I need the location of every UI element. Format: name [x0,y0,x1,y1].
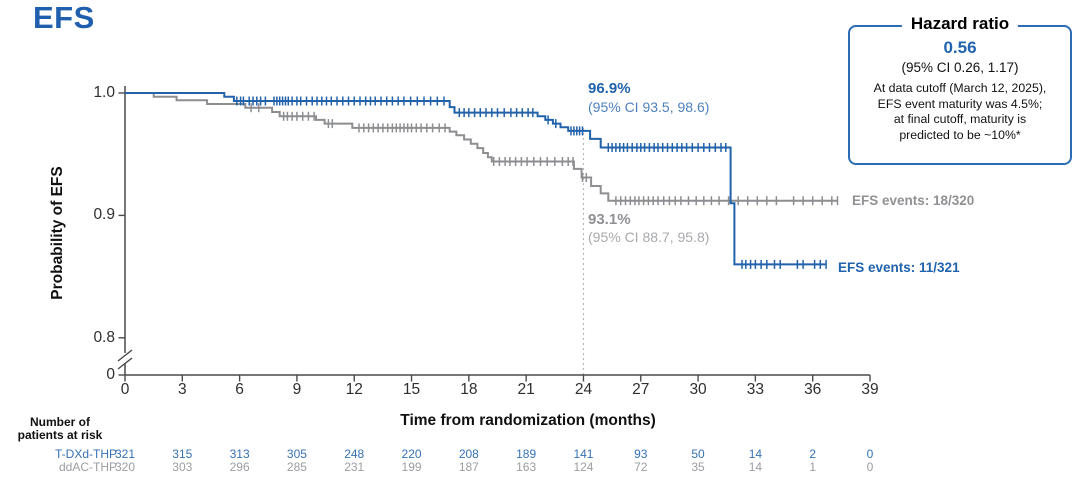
x-tick-label: 27 [632,381,650,398]
y-tick-label: 0.8 [93,328,115,346]
ddac-24mo-percent: 93.1% [588,211,631,228]
x-tick-label: 21 [517,381,535,398]
at-risk-count: 0 [866,447,874,461]
maturity-note-line: at final cutoff, maturity is [893,112,1027,126]
at-risk-count: 285 [286,460,307,474]
maturity-note-line: EFS event maturity was 4.5%; [877,96,1043,111]
at-risk-count: 208 [458,447,479,461]
x-tick-label: 9 [292,381,302,398]
hazard-ratio-box-title: Hazard ratio [901,14,1019,34]
x-tick-label: 15 [402,381,421,398]
at-risk-count: 321 [114,447,136,461]
tdxd-events-label: EFS events: 11/321 [838,260,960,275]
km-curve-ddAC-THP [125,92,838,202]
at-risk-count: 72 [634,460,648,474]
maturity-note-line: predicted to be ~10%* [899,127,1021,142]
at-risk-count: 14 [748,447,763,461]
at-risk-count: 231 [344,460,365,474]
at-risk-count: 303 [172,460,193,474]
at-risk-count: 1 [809,460,817,474]
hazard-ratio-value: 0.56 [943,38,977,57]
y-tick-label: 1.0 [93,84,115,101]
x-tick-label: 12 [345,381,363,398]
at-risk-count: 296 [229,460,250,474]
x-tick-label: 33 [746,381,764,398]
x-tick-label: 0 [120,381,130,398]
at-risk-count: 163 [516,460,537,474]
ddac-events-label: EFS events: 18/320 [852,193,975,208]
x-tick-label: 39 [861,381,879,398]
at-risk-row-label-ddac: ddAC-THP [58,460,117,474]
hazard-ratio-ci: (95% CI 0.26, 1.17) [901,60,1019,75]
x-tick-label: 36 [804,381,822,398]
x-axis-title: Time from randomization (months) [400,412,656,429]
tdxd-24mo-percent: 96.9% [588,80,631,97]
x-tick-label: 3 [177,381,187,398]
at-risk-count: 0 [866,460,874,474]
at-risk-count: 305 [286,447,307,461]
x-tick-label: 18 [460,381,478,398]
at-risk-count: 220 [401,447,422,461]
x-tick-label: 6 [235,381,244,398]
at-risk-row-label-tdxd: T-DXd-THP [54,447,117,461]
y-tick-label: 0.9 [93,206,115,224]
at-risk-header-line1: Number of [29,415,90,429]
at-risk-count: 248 [344,447,365,461]
x-tick-label: 24 [574,381,593,398]
at-risk-count: 189 [516,447,537,461]
axis-break-slash [117,349,133,362]
maturity-note: At data cutoff (March 12, 2025), EFS eve… [850,81,1070,143]
y-axis-title: Probability of EFS [49,166,66,300]
km-curve-T-DXd-THP [125,92,827,266]
at-risk-count: 313 [229,447,250,461]
at-risk-count: 124 [573,460,594,474]
at-risk-count: 141 [573,447,594,461]
hazard-ratio-box: Hazard ratio 0.56 (95% CI 0.26, 1.17) At… [848,14,1072,165]
at-risk-header: Number of patients at risk [18,416,103,442]
tdxd-24mo-ci: (95% CI 93.5, 98.6) [588,99,710,115]
at-risk-count: 320 [114,460,136,474]
at-risk-count: 14 [748,460,763,474]
maturity-note-line: At data cutoff (March 12, 2025), [873,81,1047,95]
y-tick-label: 0 [106,366,115,383]
at-risk-count: 187 [458,460,479,474]
axis-break-slash [117,357,133,370]
at-risk-count: 50 [691,447,705,461]
x-tick-label: 30 [689,381,707,398]
at-risk-count: 2 [809,447,817,461]
at-risk-count: 199 [401,460,422,474]
ddac-24mo-ci: (95% CI 88.7, 95.8) [588,229,710,245]
at-risk-count: 35 [691,460,705,474]
at-risk-count: 93 [634,447,648,461]
at-risk-count: 315 [172,447,193,461]
chart-title: EFS [33,0,95,35]
at-risk-header-line2: patients at risk [17,428,103,442]
